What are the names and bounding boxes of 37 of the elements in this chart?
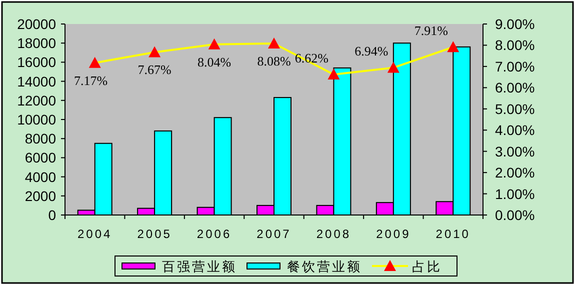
y-tick-label: 18000 <box>17 35 56 52</box>
legend-label: 百强营业额 <box>162 259 237 274</box>
y2-tick-label: 0.00% <box>495 207 535 223</box>
y2-tick-label: 5.00% <box>495 100 535 117</box>
y2-tick-label: 8.00% <box>495 37 535 54</box>
y-tick-label: 0 <box>48 207 56 223</box>
x-tick-label: 2009 <box>376 227 411 241</box>
y-tick-label: 16000 <box>17 54 56 70</box>
x-tick-label: 2007 <box>256 227 292 241</box>
y2-tick-label: 6.00% <box>495 80 535 96</box>
data-label: 8.08% <box>257 54 291 69</box>
x-tick-label: 2010 <box>436 227 470 241</box>
y-tick-label: 12000 <box>17 92 56 108</box>
data-label: 6.94% <box>354 44 388 59</box>
x-tick-label: 2008 <box>316 227 352 241</box>
x-tick-label: 2006 <box>196 227 232 241</box>
y-tick-label: 6000 <box>24 150 56 166</box>
y-tick-label: 20000 <box>17 16 56 32</box>
y2-tick-label: 9.00% <box>495 16 535 32</box>
y2-tick-label: 4.00% <box>495 122 535 138</box>
data-label: 7.17% <box>74 72 108 88</box>
legend-label: 占比 <box>412 259 442 274</box>
data-label: 7.67% <box>138 62 172 78</box>
data-label: 7.91% <box>414 23 448 38</box>
data-label: 8.04% <box>197 54 232 70</box>
y-tick-label: 2000 <box>24 188 56 204</box>
y2-tick-label: 7.00% <box>495 58 535 74</box>
y-tick-label: 14000 <box>17 73 56 90</box>
y-tick-label: 8000 <box>24 130 56 147</box>
x-tick-label: 2005 <box>137 227 172 241</box>
y2-tick-label: 1.00% <box>495 186 535 202</box>
legend-label: 餐饮营业额 <box>287 259 362 274</box>
y2-tick-label: 2.00% <box>495 164 535 181</box>
y2-tick-label: 3.00% <box>495 143 535 160</box>
x-tick-label: 2004 <box>78 227 112 241</box>
y-tick-label: 4000 <box>24 168 56 185</box>
y-tick-label: 10000 <box>17 112 56 128</box>
